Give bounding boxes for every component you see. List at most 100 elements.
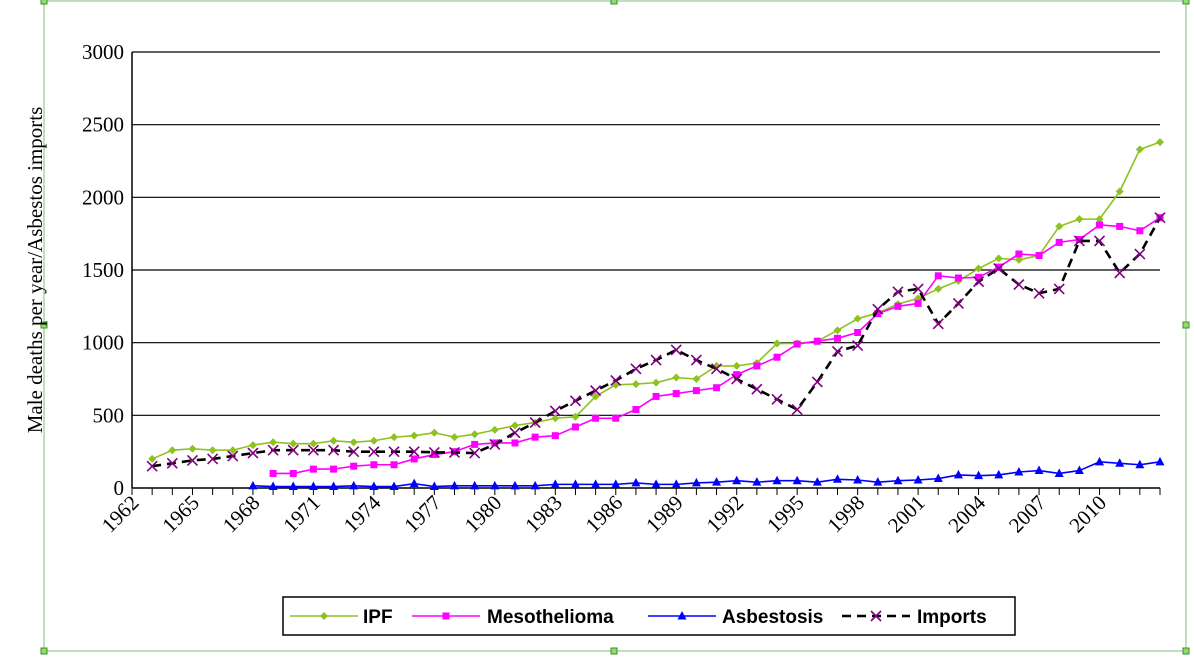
data-point [611,479,621,488]
x-tick-label: 2001 [883,491,930,538]
data-point [1054,468,1064,477]
data-point [410,455,418,463]
data-point [733,371,741,379]
data-point [672,390,680,398]
chart-border [43,0,1187,652]
data-point [1095,456,1105,466]
data-point [773,339,782,348]
data-point [691,477,701,487]
data-point [328,444,340,456]
data-point [974,264,983,273]
data-point [549,405,561,417]
data-point [288,481,298,491]
data-point [873,477,883,486]
data-point [792,475,802,485]
data-point [1075,215,1084,224]
data-point [448,446,461,458]
data-point [450,433,459,442]
data-point [1034,465,1044,475]
gridlines [132,51,1160,416]
data-point [713,384,721,392]
data-point [370,461,378,469]
selection-handle[interactable] [1182,647,1190,655]
series-group [146,138,1166,491]
y-tick-label: 2500 [82,113,124,137]
data-point [631,477,641,487]
data-point [330,465,338,473]
data-point [530,480,540,490]
data-point [188,444,197,453]
x-tick-label: 1992 [702,491,749,538]
selection-handles[interactable] [40,0,1190,655]
data-point [975,273,983,281]
data-point [308,481,318,491]
data-point [289,469,297,477]
data-point [529,417,541,429]
selection-handle[interactable] [40,647,48,655]
y-tick-label: 1000 [82,331,124,355]
x-tick-label: 1998 [823,491,870,538]
series-imports [146,212,1166,472]
y-tick-label: 3000 [82,40,124,64]
data-point [1014,255,1023,264]
data-point [470,430,479,439]
selection-handle[interactable] [610,647,618,655]
data-point [350,462,358,470]
x-tick-label: 2004 [943,490,990,537]
data-point [630,363,642,375]
data-point [227,450,239,462]
data-point [692,387,700,395]
selection-handle[interactable] [1182,0,1190,5]
data-point [450,480,460,490]
x-tick-labels: 1962 1965 1968 1971 1974 1977 1980 1983 1986 1989… [97,490,1111,537]
data-point [1074,465,1084,475]
data-point [813,337,821,345]
data-point [442,612,450,620]
data-point [409,478,419,488]
data-point [632,406,640,414]
data-point [551,432,559,440]
data-point [489,438,501,450]
data-point [268,481,278,491]
x-tick-label: 1989 [641,491,688,538]
data-point [186,454,199,466]
selection-handle[interactable] [40,321,48,329]
data-point [410,431,419,440]
data-point [248,480,258,490]
x-tick-label: 1974 [339,490,386,537]
data-point [752,477,762,486]
data-point [611,380,620,389]
data-point [812,477,822,486]
data-point [469,447,481,459]
data-point [954,274,962,282]
data-point [652,378,661,387]
data-point [389,481,399,491]
data-point [490,425,499,434]
data-point [490,480,500,490]
data-point [428,446,440,458]
x-tick-label: 1995 [762,491,809,538]
data-point [771,393,783,405]
selection-handle[interactable] [610,0,618,5]
data-point [894,302,902,310]
data-point [732,361,741,370]
selection-handle[interactable] [40,0,48,5]
data-point [390,461,398,469]
data-point [1135,459,1145,469]
data-point [390,433,399,442]
data-point [831,345,844,357]
data-point [773,353,781,361]
data-point [974,470,984,480]
data-point [933,473,943,483]
data-point [833,326,842,335]
selection-handle[interactable] [1182,321,1190,329]
data-point [590,385,602,397]
y-tick-labels: 0 500 1000 1500 2000 2500 3000 [82,40,124,500]
y-tick-label: 0 [114,476,125,500]
data-point [893,475,903,485]
data-point [610,374,622,387]
data-point [1015,250,1023,258]
legend-item: Asbestosis [648,607,823,628]
data-point [952,297,964,309]
data-point [569,395,582,407]
